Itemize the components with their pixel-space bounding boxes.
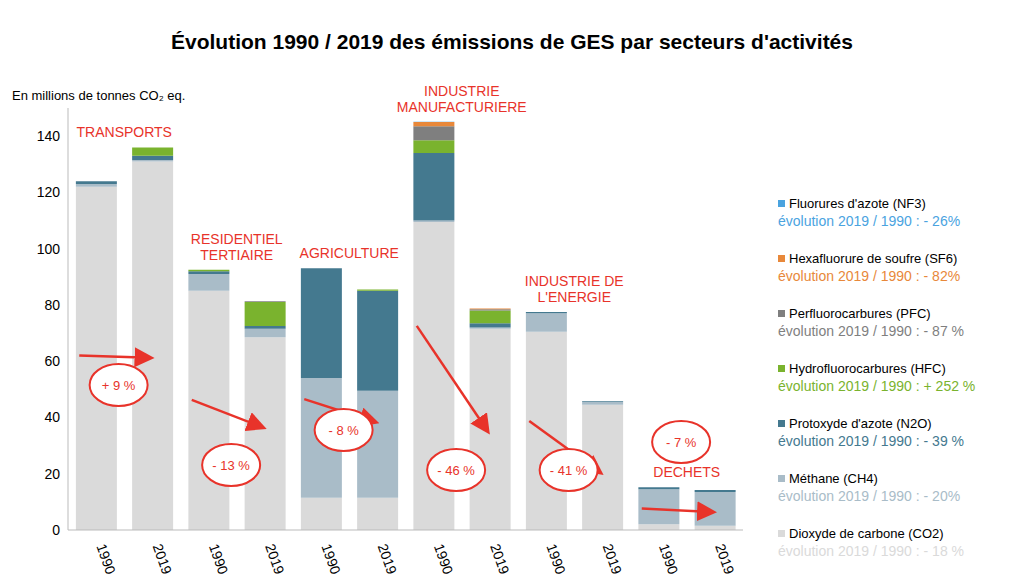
html-text:évolution 2019 / 1990 : - 87 %: évolution 2019 / 1990 : - 87 %	[778, 323, 964, 339]
svg-text:1990: 1990	[543, 542, 569, 577]
html-text:évolution 2019 / 1990 : - 82%: évolution 2019 / 1990 : - 82%	[778, 268, 961, 284]
svg-text:2019: 2019	[487, 542, 513, 577]
svg-text:2019: 2019	[262, 542, 288, 577]
svg-text:+ 9 %: + 9 %	[102, 378, 136, 393]
svg-text:- 7 %: - 7 %	[666, 435, 697, 450]
svg-text:140: 140	[37, 128, 61, 144]
svg-text:80: 80	[44, 297, 60, 313]
svg-text:100: 100	[37, 241, 61, 257]
svg-text:AGRICULTURE: AGRICULTURE	[300, 245, 399, 261]
svg-text:- 13 %: - 13 %	[212, 458, 250, 473]
svg-text:2019: 2019	[712, 542, 738, 577]
html-text:Fluorures d'azote (NF3): Fluorures d'azote (NF3)	[789, 196, 926, 211]
svg-text:INDUSTRIE DE: INDUSTRIE DE	[525, 273, 624, 289]
svg-text:MANUFACTURIERE: MANUFACTURIERE	[397, 99, 527, 115]
svg-text:L'ENERGIE: L'ENERGIE	[538, 289, 611, 305]
svg-text:0: 0	[52, 522, 60, 538]
svg-text:120: 120	[37, 184, 61, 200]
svg-text:INDUSTRIE: INDUSTRIE	[424, 83, 499, 99]
svg-text:1990: 1990	[206, 542, 232, 577]
html-text:Hydrofluorocarbures (HFC): Hydrofluorocarbures (HFC)	[789, 361, 946, 376]
svg-text:2019: 2019	[375, 542, 401, 577]
html-text:évolution 2019 / 1990 : - 18 %: évolution 2019 / 1990 : - 18 %	[778, 543, 964, 559]
svg-text:- 46 %: - 46 %	[437, 463, 475, 478]
html-text:En millions de tonnes CO₂ eq.: En millions de tonnes CO₂ eq.	[12, 88, 186, 103]
svg-text:TRANSPORTS: TRANSPORTS	[77, 124, 172, 140]
svg-text:DECHETS: DECHETS	[653, 464, 720, 480]
svg-text:- 8 %: - 8 %	[328, 423, 359, 438]
html-text:Protoxyde d'azote (N2O): Protoxyde d'azote (N2O)	[789, 416, 932, 431]
svg-text:1990: 1990	[318, 542, 344, 577]
html-text:évolution 2019 / 1990 : - 20%: évolution 2019 / 1990 : - 20%	[778, 488, 961, 504]
svg-text:60: 60	[44, 353, 60, 369]
html-text:Hexafluorure de soufre (SF6): Hexafluorure de soufre (SF6)	[789, 251, 958, 266]
svg-text:TERTIAIRE: TERTIAIRE	[200, 247, 273, 263]
html-text:évolution 2019 / 1990 : - 39 %: évolution 2019 / 1990 : - 39 %	[778, 433, 964, 449]
svg-text:- 41 %: - 41 %	[550, 463, 588, 478]
html-text:évolution 2019 / 1990 : + 252: évolution 2019 / 1990 : + 252 %	[778, 378, 976, 394]
svg-text:2019: 2019	[150, 542, 176, 577]
html-text:Perfluorocarbures (PFC): Perfluorocarbures (PFC)	[789, 306, 931, 321]
svg-text:20: 20	[44, 466, 60, 482]
svg-text:1990: 1990	[431, 542, 457, 577]
svg-text:2019: 2019	[600, 542, 626, 577]
html-text:Méthane (CH4): Méthane (CH4)	[789, 471, 878, 486]
html-text:Évolution 1990 / 2019 des émis: Évolution 1990 / 2019 des émissions de G…	[171, 30, 853, 53]
html-text:Dioxyde de carbone (CO2): Dioxyde de carbone (CO2)	[789, 526, 944, 541]
svg-text:RESIDENTIEL: RESIDENTIEL	[191, 231, 283, 247]
svg-text:1990: 1990	[93, 542, 119, 577]
html-text:évolution 2019 / 1990 : - 26%: évolution 2019 / 1990 : - 26%	[778, 213, 961, 229]
svg-text:1990: 1990	[656, 542, 682, 577]
svg-text:40: 40	[44, 409, 60, 425]
